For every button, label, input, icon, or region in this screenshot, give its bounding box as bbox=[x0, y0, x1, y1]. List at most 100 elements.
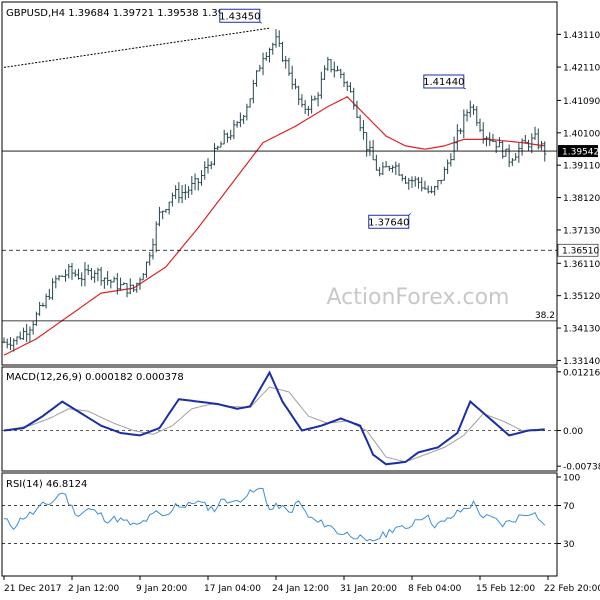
price-bar bbox=[148, 251, 152, 266]
price-bar bbox=[76, 268, 80, 280]
price-bar bbox=[34, 311, 38, 326]
price-bar bbox=[507, 144, 511, 168]
price-bar bbox=[138, 277, 142, 290]
price-bar bbox=[106, 271, 110, 286]
x-tick-label: 31 Jan 20:00 bbox=[340, 584, 397, 594]
price-bar bbox=[442, 166, 446, 181]
price-bar bbox=[51, 278, 55, 300]
price-bar bbox=[21, 327, 25, 341]
price-bar bbox=[540, 141, 544, 151]
price-bar bbox=[206, 158, 210, 174]
price-bar bbox=[319, 71, 323, 99]
price-panel: ActionForex.com GBPUSD,H4 1.39684 1.3972… bbox=[1, 1, 600, 367]
price-bar bbox=[167, 201, 171, 215]
price-bar bbox=[67, 263, 71, 279]
price-bar bbox=[70, 262, 74, 280]
price-tick-label: 1.38120 bbox=[563, 194, 600, 204]
price-bar bbox=[268, 47, 272, 63]
price-bar bbox=[504, 148, 508, 157]
price-bar bbox=[54, 275, 58, 289]
price-bar bbox=[209, 161, 213, 170]
fib-label: 38.2 bbox=[535, 311, 555, 321]
price-bar bbox=[310, 95, 314, 114]
price-bar bbox=[203, 161, 207, 180]
price-bar bbox=[530, 133, 534, 154]
price-bar bbox=[407, 177, 411, 190]
rsi-panel-frame bbox=[1, 472, 558, 577]
annotation-pointer bbox=[408, 212, 412, 216]
price-tick-label: 1.42110 bbox=[563, 64, 600, 74]
macd-title: MACD(12,26,9) 0.000182 0.000378 bbox=[6, 372, 184, 383]
price-bar bbox=[109, 279, 113, 289]
price-bar bbox=[284, 55, 288, 69]
price-bar bbox=[361, 119, 365, 140]
long-ma-line bbox=[3, 27, 270, 68]
price-bar bbox=[18, 331, 22, 340]
price-bar bbox=[73, 269, 77, 277]
price-bar bbox=[200, 170, 204, 186]
price-bar bbox=[497, 137, 501, 148]
price-bar bbox=[397, 163, 401, 176]
price-bar bbox=[365, 131, 369, 157]
price-bar bbox=[449, 153, 453, 167]
price-tick-label: 1.36110 bbox=[563, 260, 600, 270]
price-bar bbox=[47, 288, 51, 300]
price-bar bbox=[60, 275, 64, 277]
price-bar bbox=[446, 159, 450, 174]
price-bar bbox=[400, 173, 404, 182]
price-bar bbox=[410, 176, 414, 188]
price-bar bbox=[404, 175, 408, 184]
price-bar bbox=[12, 338, 16, 352]
price-bar bbox=[174, 185, 178, 200]
price-bar bbox=[472, 104, 476, 115]
price-bar bbox=[345, 80, 349, 92]
price-bar bbox=[536, 128, 540, 150]
price-bar bbox=[348, 82, 352, 93]
price-bar bbox=[112, 276, 116, 283]
price-bar bbox=[306, 106, 310, 117]
price-bar bbox=[180, 185, 184, 204]
price-bar bbox=[488, 132, 492, 146]
annotation-pointer bbox=[259, 21, 262, 24]
price-bar bbox=[242, 114, 246, 124]
x-tick-label: 22 Feb 20:00 bbox=[544, 584, 600, 594]
x-tick-label: 21 Dec 2017 bbox=[4, 584, 62, 594]
price-bar bbox=[264, 52, 268, 61]
price-bar bbox=[384, 160, 388, 168]
price-bar bbox=[517, 142, 521, 163]
price-bar bbox=[80, 272, 84, 287]
price-tick-label: 1.34130 bbox=[563, 325, 600, 335]
price-bar bbox=[316, 92, 320, 107]
price-bar bbox=[468, 100, 472, 118]
price-bar bbox=[374, 154, 378, 171]
price-bar bbox=[216, 145, 220, 151]
macd-tick-label: 0.00 bbox=[563, 427, 583, 437]
current-price-tag bbox=[558, 145, 598, 158]
price-bar bbox=[141, 272, 145, 281]
price-bar bbox=[135, 282, 139, 293]
current-price-label: 1.39542 bbox=[562, 148, 599, 158]
price-bar bbox=[212, 143, 216, 166]
price-bar bbox=[115, 272, 119, 295]
price-bar bbox=[355, 100, 359, 119]
macd-tick-label: -0.007384 bbox=[563, 463, 600, 473]
price-bar bbox=[436, 180, 440, 190]
price-bar bbox=[258, 64, 262, 72]
support-tag bbox=[557, 243, 599, 257]
price-bar bbox=[248, 98, 252, 108]
price-bar bbox=[290, 65, 294, 90]
macd-line bbox=[3, 370, 545, 466]
x-tick-label: 9 Jan 20:00 bbox=[136, 584, 188, 594]
price-bar bbox=[196, 178, 200, 191]
price-bar bbox=[157, 206, 161, 227]
price-bar bbox=[83, 262, 87, 287]
price-tick-label: 1.41090 bbox=[563, 97, 600, 107]
price-bar bbox=[520, 138, 524, 156]
price-bar bbox=[277, 30, 281, 47]
price-bar bbox=[368, 140, 372, 156]
price-tick-label: 1.39110 bbox=[563, 162, 600, 172]
price-bar bbox=[332, 61, 336, 78]
annotation-label: 1.41440 bbox=[423, 77, 464, 88]
price-bar bbox=[323, 65, 327, 80]
price-bar bbox=[303, 100, 307, 114]
